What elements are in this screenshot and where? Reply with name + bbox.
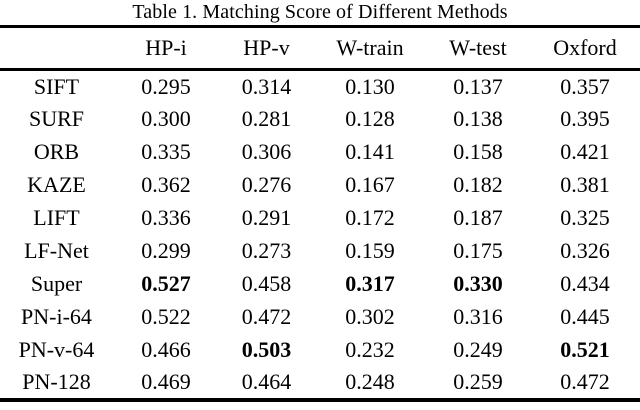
score-cell: 0.472 — [241, 304, 292, 329]
matching-score-table: HP-i HP-v W-train W-test Oxford SIFT 0.29… — [0, 25, 640, 402]
table-row: SIFT 0.295 0.314 0.130 0.137 0.357 — [0, 70, 640, 103]
score-cell: 0.159 — [345, 238, 395, 263]
method-label: PN-i-64 — [21, 304, 92, 329]
score-cell: 0.434 — [560, 271, 610, 296]
score-cell: 0.445 — [560, 304, 610, 329]
score-cell: 0.167 — [345, 172, 395, 197]
score-cell: 0.299 — [141, 238, 191, 263]
method-label: Super — [30, 271, 83, 296]
score-cell: 0.330 — [453, 271, 503, 296]
score-cell: 0.527 — [141, 271, 191, 296]
score-cell: 0.187 — [453, 205, 503, 230]
score-cell: 0.300 — [141, 106, 191, 131]
score-cell: 0.248 — [345, 369, 395, 394]
method-label: PN-128 — [22, 369, 91, 394]
score-cell: 0.276 — [241, 172, 292, 197]
score-cell: 0.259 — [453, 369, 503, 394]
table-body: SIFT 0.295 0.314 0.130 0.137 0.357 SURF 0.300 0.… — [0, 70, 640, 400]
method-label: PN-v-64 — [18, 337, 95, 362]
score-cell: 0.141 — [345, 139, 395, 164]
score-cell: 0.182 — [453, 172, 503, 197]
score-cell: 0.306 — [241, 139, 292, 164]
table-row: LIFT 0.336 0.291 0.172 0.187 0.325 — [0, 202, 640, 235]
score-cell: 0.522 — [141, 304, 191, 329]
score-cell: 0.302 — [345, 304, 395, 329]
score-cell: 0.469 — [141, 369, 191, 394]
score-cell: 0.172 — [345, 205, 395, 230]
score-cell: 0.281 — [241, 106, 292, 131]
table-row: PN-128 0.469 0.464 0.248 0.259 0.472 — [0, 367, 640, 400]
score-cell: 0.158 — [453, 139, 503, 164]
table-row: ORB 0.335 0.306 0.141 0.158 0.421 — [0, 136, 640, 169]
score-cell: 0.521 — [560, 337, 610, 362]
score-cell: 0.273 — [241, 238, 292, 263]
method-label: ORB — [33, 139, 80, 164]
score-cell: 0.336 — [141, 205, 191, 230]
header-row: HP-i HP-v W-train W-test Oxford — [0, 26, 640, 71]
score-cell: 0.362 — [141, 172, 191, 197]
score-cell: 0.316 — [453, 304, 503, 329]
score-cell: 0.325 — [560, 205, 610, 230]
score-cell: 0.249 — [453, 337, 503, 362]
table-row: PN-i-64 0.522 0.472 0.302 0.316 0.445 — [0, 301, 640, 334]
score-cell: 0.326 — [560, 238, 610, 263]
column-header-hp-i: HP-i — [113, 26, 219, 71]
column-header-w-train: W-train — [314, 26, 426, 71]
score-cell: 0.472 — [560, 369, 610, 394]
score-cell: 0.128 — [345, 106, 395, 131]
score-cell: 0.395 — [560, 106, 610, 131]
score-cell: 0.458 — [241, 271, 292, 296]
score-cell: 0.232 — [345, 337, 395, 362]
corner-cell — [0, 26, 113, 71]
score-cell: 0.335 — [141, 139, 191, 164]
score-cell: 0.381 — [560, 172, 610, 197]
method-label: SURF — [28, 106, 85, 131]
score-cell: 0.503 — [241, 337, 292, 362]
table-row: LF-Net 0.299 0.273 0.159 0.175 0.326 — [0, 235, 640, 268]
score-cell: 0.466 — [141, 337, 191, 362]
score-cell: 0.421 — [560, 139, 610, 164]
table-row: KAZE 0.362 0.276 0.167 0.182 0.381 — [0, 169, 640, 202]
method-label: KAZE — [27, 172, 86, 197]
score-cell: 0.291 — [241, 205, 292, 230]
table-header: HP-i HP-v W-train W-test Oxford — [0, 26, 640, 71]
score-cell: 0.314 — [241, 73, 292, 99]
score-cell: 0.464 — [241, 369, 292, 394]
score-cell: 0.138 — [453, 106, 503, 131]
table-caption: Table 1. Matching Score of Different Met… — [132, 1, 508, 23]
column-header-hp-v: HP-v — [219, 26, 314, 71]
column-header-oxford: Oxford — [530, 26, 640, 71]
table-row: PN-v-64 0.466 0.503 0.232 0.249 0.521 — [0, 334, 640, 367]
score-cell: 0.137 — [453, 73, 503, 99]
table-row: SURF 0.300 0.281 0.128 0.138 0.395 — [0, 103, 640, 136]
score-cell: 0.130 — [345, 73, 395, 99]
method-label: SIFT — [33, 73, 80, 99]
score-cell: 0.317 — [345, 271, 395, 296]
method-label: LIFT — [33, 205, 80, 230]
table-row: Super 0.527 0.458 0.317 0.330 0.434 — [0, 268, 640, 301]
score-cell: 0.357 — [560, 73, 610, 99]
column-header-w-test: W-test — [426, 26, 530, 71]
method-label: LF-Net — [24, 238, 89, 263]
score-cell: 0.295 — [141, 73, 191, 99]
score-cell: 0.175 — [453, 238, 503, 263]
